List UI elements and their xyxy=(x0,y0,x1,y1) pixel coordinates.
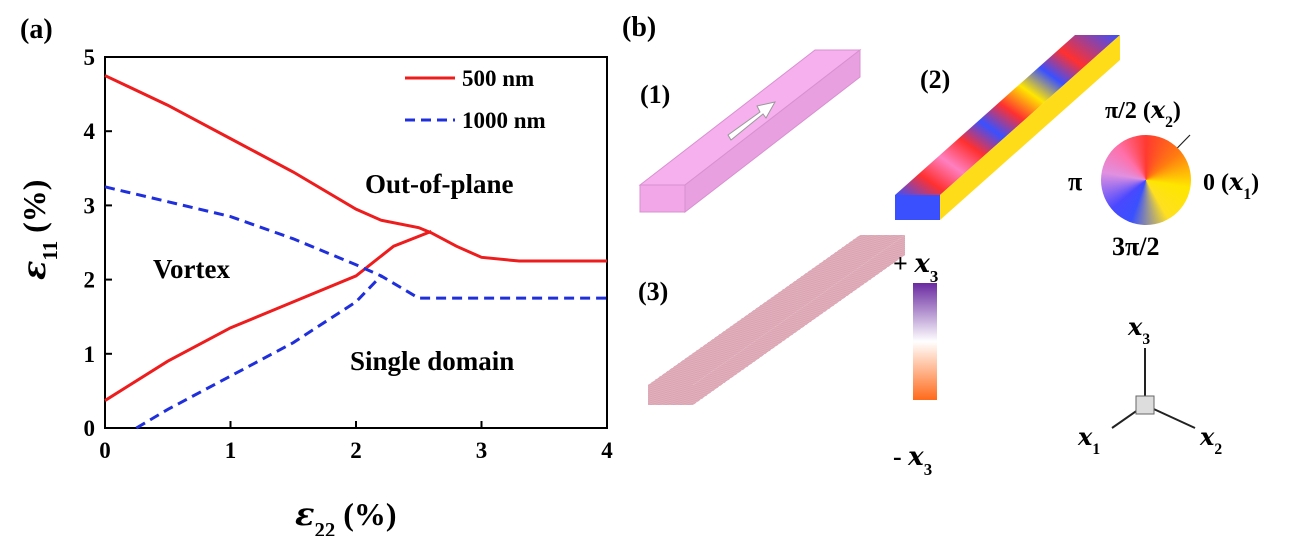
label-part: 22 xyxy=(314,519,335,536)
label-part: 2 xyxy=(1165,114,1173,131)
label-part: 2 xyxy=(1214,441,1222,458)
panel-label: (b) xyxy=(622,12,656,43)
label-part: π xyxy=(1068,167,1082,196)
x-tick-label: 1 xyxy=(225,438,237,463)
page: (a) (b) (1) (2) (3) 01234012345ε22 (%)ε1… xyxy=(0,0,1311,536)
y-tick-label: 0 xyxy=(84,416,96,441)
figure: (a) (b) (1) (2) (3) 01234012345ε22 (%)ε1… xyxy=(0,0,1311,536)
label-part: 11 xyxy=(39,241,62,261)
bar-2-illustration xyxy=(895,35,1120,220)
label: ε11 (%) xyxy=(15,180,62,280)
label-part: π/2 ( xyxy=(1105,98,1151,124)
series-line xyxy=(105,76,607,261)
panel-label: (a) xyxy=(20,14,53,45)
y-tick-label: 5 xyxy=(84,45,96,70)
annotation: Out-of-plane xyxy=(365,169,514,199)
x-tick-label: 2 xyxy=(350,438,362,463)
label: + x3 xyxy=(893,249,938,286)
label: x3 xyxy=(1127,312,1150,348)
label: 3π/2 xyxy=(1112,232,1159,261)
y-tick-label: 1 xyxy=(84,342,96,367)
annotation: Single domain xyxy=(350,346,514,376)
label-part: ε xyxy=(15,261,53,280)
sub-label: (1) xyxy=(640,80,670,109)
x-tick-label: 0 xyxy=(99,438,111,463)
legend-label: 500 nm xyxy=(462,66,534,91)
label-part: (%) xyxy=(335,496,396,532)
label-part: x xyxy=(1150,95,1166,124)
label-part: 3 xyxy=(930,267,938,286)
series-line xyxy=(136,276,381,428)
label-part: x xyxy=(1199,422,1215,451)
label-part: 3 xyxy=(924,460,932,479)
label-part: 1 xyxy=(1243,186,1251,203)
label-part: x xyxy=(1077,422,1093,451)
label: ε22 (%) xyxy=(295,495,397,536)
annotation: Vortex xyxy=(153,254,230,284)
y-tick-label: 2 xyxy=(84,268,96,293)
label: - x3 xyxy=(893,442,932,479)
label-part: x xyxy=(1228,167,1244,196)
label: π/2 (x2) xyxy=(1105,95,1181,131)
bar-1-illustration xyxy=(640,50,860,212)
bar-3-illustration xyxy=(648,235,905,405)
axes-triad xyxy=(1112,348,1195,428)
label-part: 3 xyxy=(1142,331,1150,348)
label-part: 1 xyxy=(1092,441,1100,458)
color-wheel xyxy=(1101,135,1191,225)
label: x2 xyxy=(1199,422,1222,458)
label-part: x xyxy=(1127,312,1143,341)
label: π xyxy=(1068,167,1082,196)
legend-label: 1000 nm xyxy=(462,108,546,133)
label-part: ) xyxy=(1251,170,1259,196)
label-part: 3π/2 xyxy=(1112,232,1159,261)
label-part: x xyxy=(913,249,930,279)
x-tick-label: 4 xyxy=(601,438,613,463)
label-part: - xyxy=(893,442,908,471)
label-part: x xyxy=(907,442,924,472)
y-tick-label: 3 xyxy=(84,193,96,218)
label-part: 0 ( xyxy=(1203,170,1229,196)
x-tick-label: 3 xyxy=(476,438,488,463)
label-part: + xyxy=(893,249,914,278)
sub-label: (3) xyxy=(638,277,668,306)
label-part: ) xyxy=(1173,98,1181,124)
colorbar xyxy=(913,283,937,400)
label-part: (%) xyxy=(16,180,52,241)
label: 0 (x1) xyxy=(1203,167,1259,203)
y-tick-label: 4 xyxy=(84,119,96,144)
sub-label: (2) xyxy=(920,65,950,94)
label-part: ε xyxy=(295,495,314,533)
label: x1 xyxy=(1077,422,1100,458)
